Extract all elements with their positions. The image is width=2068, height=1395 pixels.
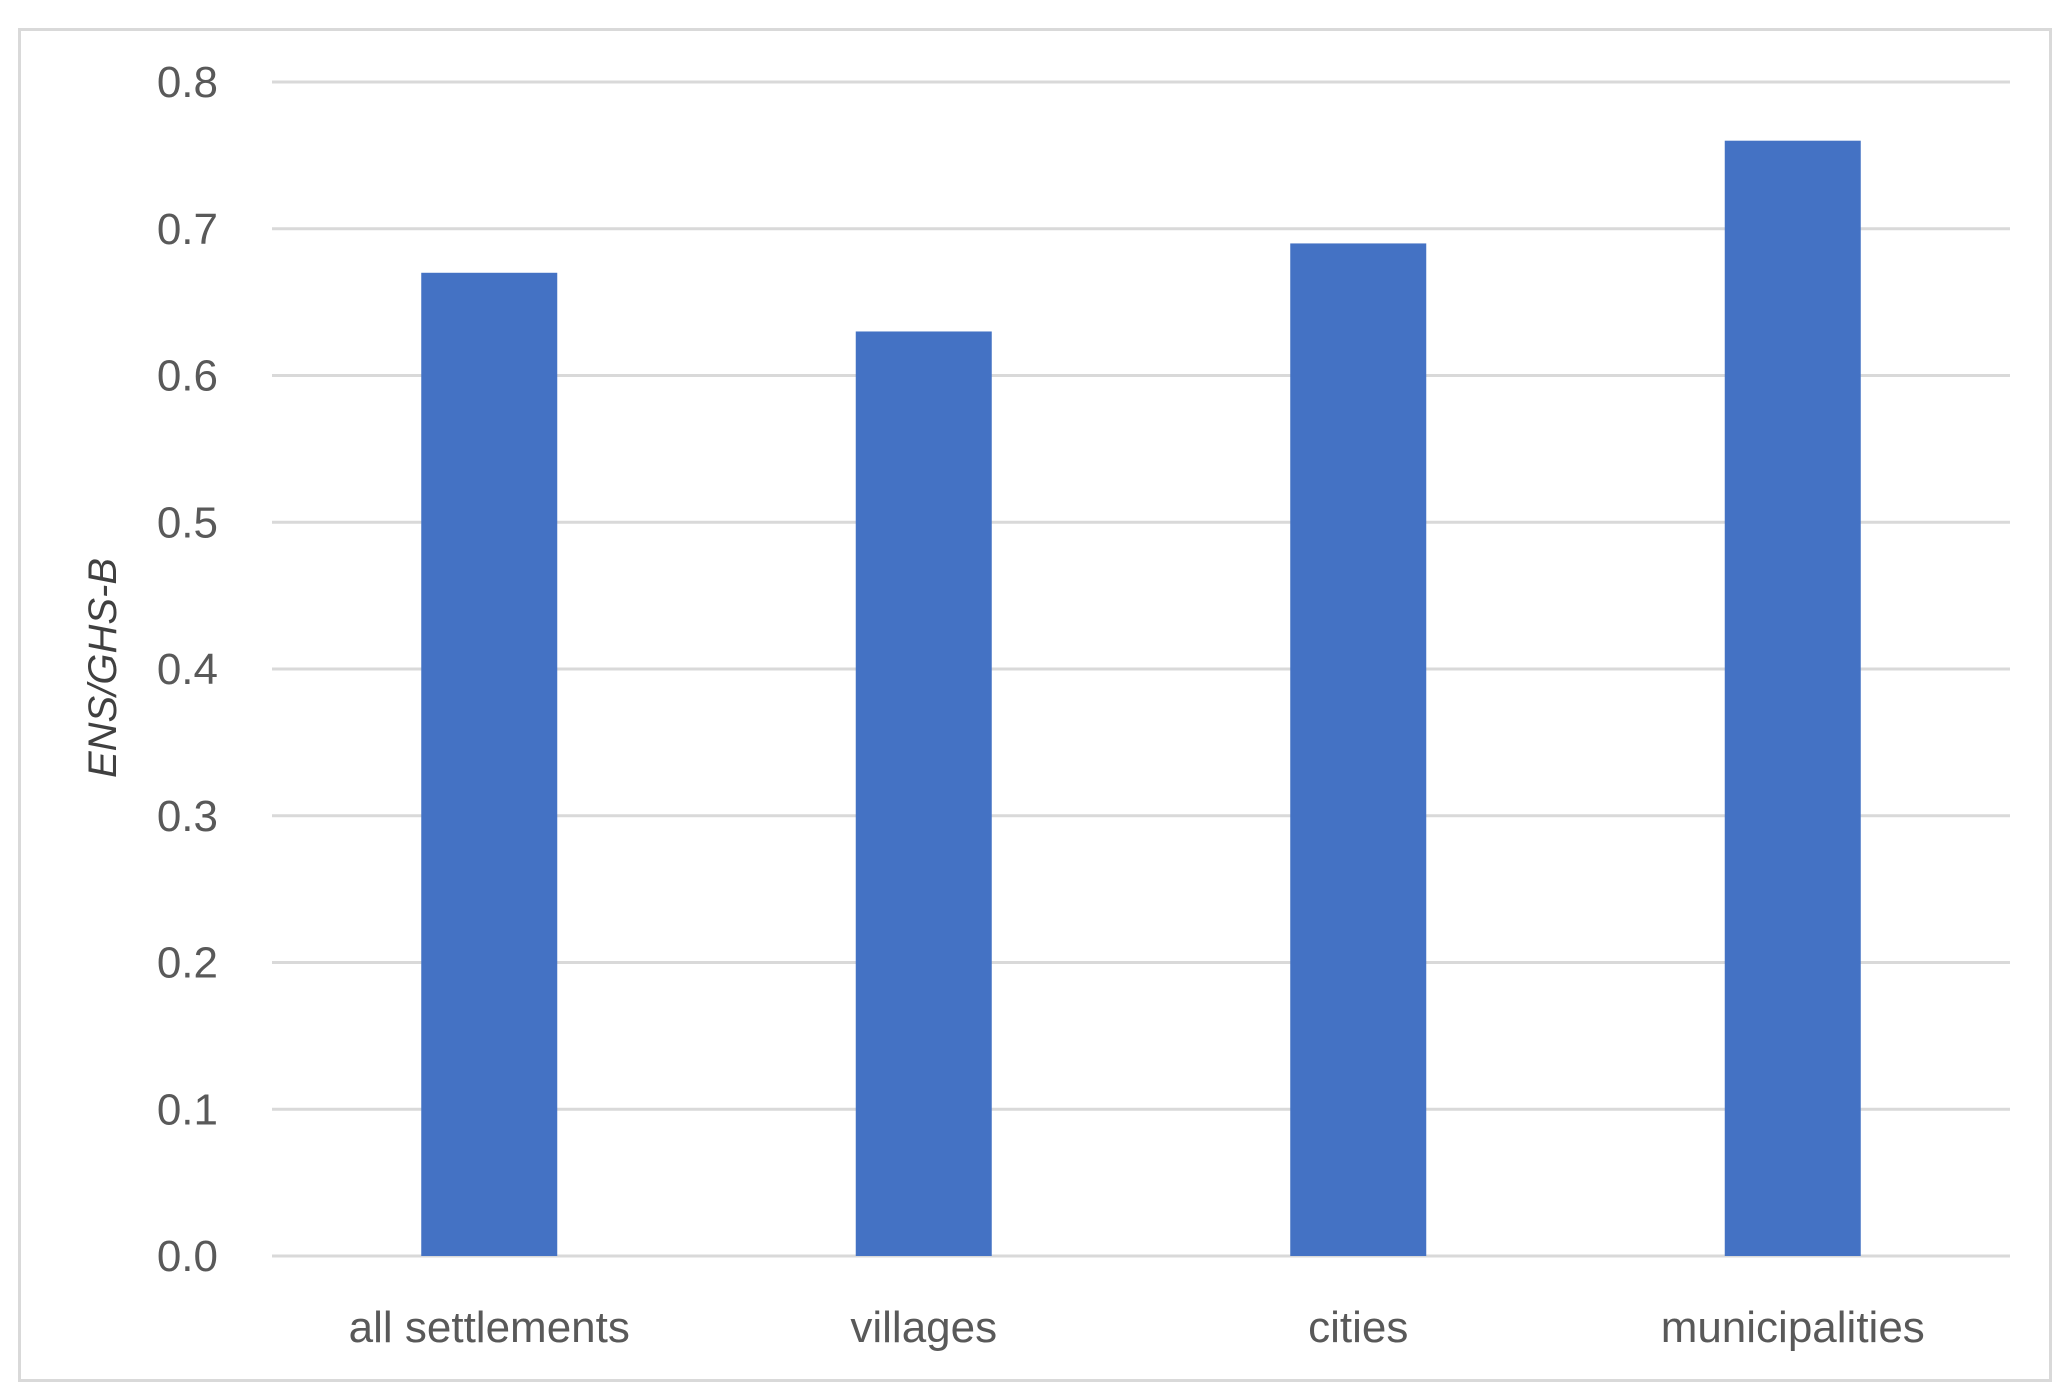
bar [855,331,992,1257]
y-tick-label: 0.5 [157,498,218,547]
x-tick-label: all settlements [349,1303,630,1352]
y-tick-label: 0.3 [157,792,218,841]
y-tick-label: 0.1 [157,1085,218,1134]
y-tick-label: 0.2 [157,939,218,988]
chart-area [18,28,2052,1382]
y-tick-label: 0.7 [157,205,218,254]
x-tick-label: villages [850,1303,997,1352]
y-tick-label: 0.0 [157,1232,218,1281]
y-axis-title: ENS/GHS-B [81,558,125,778]
x-axis-ticks: all settlements villages cities municipalit… [349,1303,1925,1352]
gridlines [272,80,2010,1258]
x-tick-label: municipalities [1661,1303,1925,1352]
bar [1290,243,1427,1257]
y-tick-label: 0.8 [157,58,218,107]
bar [1724,140,1861,1257]
bars [421,140,1861,1257]
y-axis-ticks: 0.0 0.1 0.2 0.3 0.4 0.5 0.6 0.7 0.8 [157,58,218,1281]
bar [421,272,558,1256]
y-tick-label: 0.4 [157,645,218,694]
y-tick-label: 0.6 [157,352,218,401]
x-tick-label: cities [1308,1303,1408,1352]
